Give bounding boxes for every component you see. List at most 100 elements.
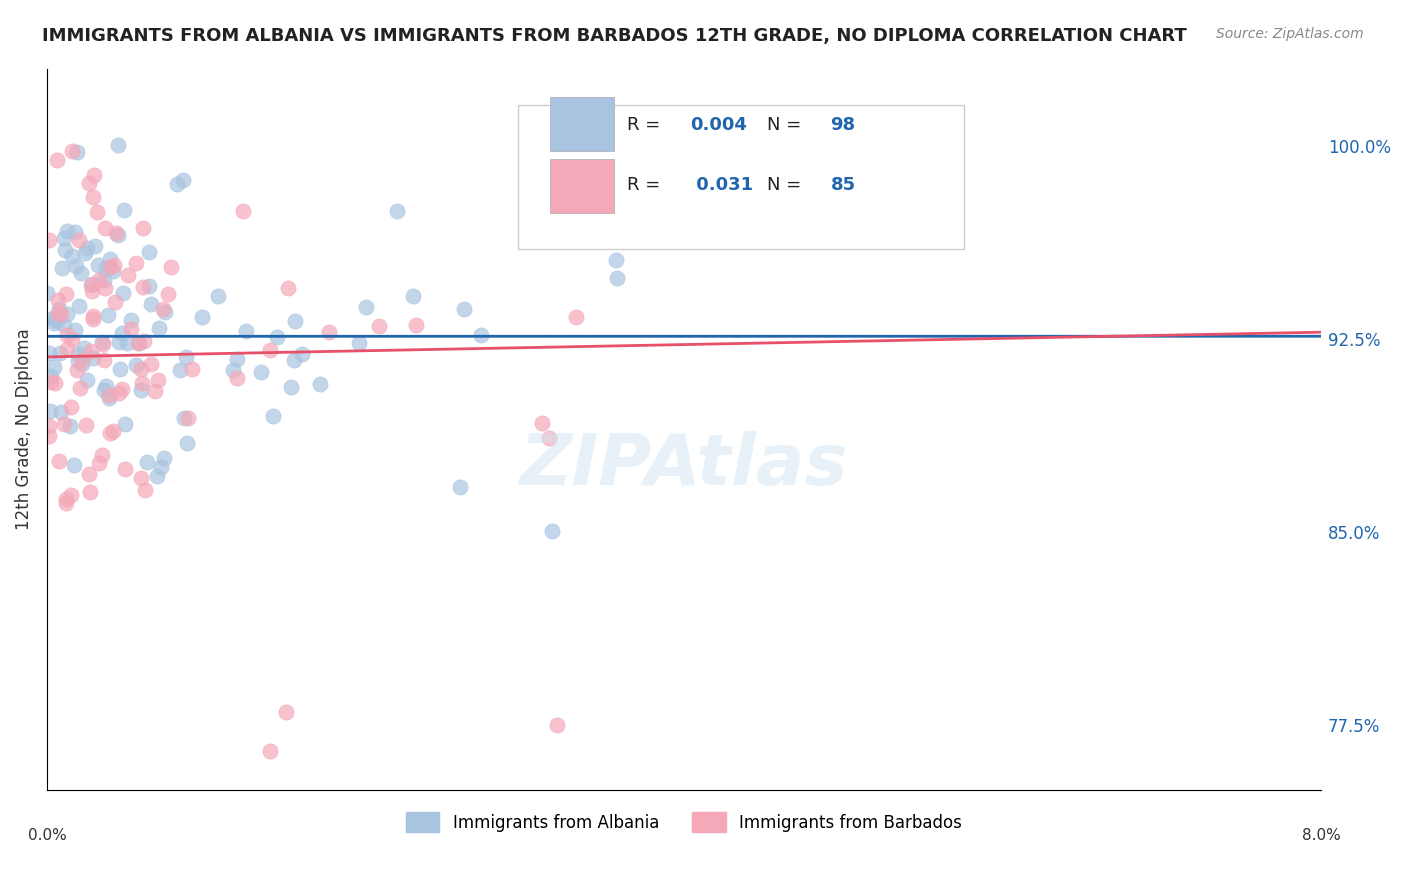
Point: [65, 259, 87, 273]
Point: [70, 353, 93, 368]
Point: [94, 280, 117, 294]
Point: [80, 343, 103, 358]
Point: [274, 706, 297, 720]
FancyBboxPatch shape: [519, 104, 965, 249]
Point: [76, 241, 98, 255]
Point: [55, 496, 77, 510]
Point: [149, 460, 172, 475]
Point: [94, 260, 117, 275]
Point: [59, 488, 82, 502]
Point: [82, 310, 104, 324]
Point: [259, 744, 281, 758]
Point: [46, 306, 69, 320]
Point: [134, 334, 156, 348]
Point: [38, 346, 60, 360]
Y-axis label: 12th Grade, No Diploma: 12th Grade, No Diploma: [15, 328, 32, 530]
Point: [153, 451, 176, 466]
Point: [134, 483, 156, 497]
Point: [139, 296, 162, 310]
Point: [98, 392, 121, 406]
Point: [49, 307, 72, 321]
Point: [605, 253, 627, 268]
Point: [73, 341, 96, 355]
Point: [108, 334, 131, 349]
Point: [152, 301, 174, 316]
Text: 98: 98: [831, 116, 856, 134]
Text: N =: N =: [766, 116, 807, 134]
Point: [405, 318, 427, 332]
Point: [132, 220, 155, 235]
Point: [49, 346, 72, 360]
Point: [91, 448, 114, 462]
Point: [55, 286, 77, 301]
Point: [107, 138, 129, 153]
FancyBboxPatch shape: [550, 97, 614, 152]
Point: [155, 305, 177, 319]
Point: [67, 299, 90, 313]
Point: [606, 271, 628, 285]
Point: [124, 256, 146, 270]
Point: [69, 381, 91, 395]
Text: 8.0%: 8.0%: [1302, 828, 1340, 843]
Point: [531, 416, 554, 430]
Point: [77, 467, 100, 481]
Point: [565, 310, 588, 324]
Point: [125, 358, 148, 372]
Point: [37, 286, 59, 301]
Point: [354, 300, 377, 314]
Point: [367, 318, 389, 333]
Point: [90, 334, 112, 349]
Point: [129, 470, 152, 484]
Point: [235, 324, 257, 338]
Point: [75, 245, 97, 260]
Point: [349, 335, 371, 350]
Point: [52, 231, 75, 245]
Point: [120, 313, 142, 327]
Text: 85: 85: [831, 177, 856, 194]
Point: [53, 417, 76, 432]
Point: [284, 314, 307, 328]
Text: 0.0%: 0.0%: [28, 828, 66, 843]
Text: 0.031: 0.031: [690, 177, 754, 194]
Point: [453, 302, 475, 317]
Point: [174, 351, 197, 365]
Point: [139, 357, 162, 371]
Point: [173, 410, 195, 425]
Point: [148, 321, 170, 335]
Point: [226, 352, 249, 367]
Point: [181, 362, 204, 376]
Point: [55, 491, 77, 506]
Point: [108, 362, 131, 376]
Point: [98, 252, 121, 267]
Point: [169, 363, 191, 377]
Point: [67, 233, 90, 247]
Point: [87, 272, 110, 286]
Point: [59, 419, 82, 434]
Point: [53, 318, 76, 332]
Point: [135, 455, 157, 469]
Point: [89, 456, 111, 470]
Point: [449, 480, 471, 494]
Text: IMMIGRANTS FROM ALBANIA VS IMMIGRANTS FROM BARBADOS 12TH GRADE, NO DIPLOMA CORRE: IMMIGRANTS FROM ALBANIA VS IMMIGRANTS FR…: [42, 27, 1187, 45]
Point: [76, 373, 98, 387]
Text: ZIPAtlas: ZIPAtlas: [520, 431, 848, 500]
Point: [101, 264, 124, 278]
Point: [38, 233, 60, 247]
Point: [250, 365, 273, 379]
Point: [156, 286, 179, 301]
Point: [66, 145, 89, 159]
Point: [39, 404, 62, 418]
Point: [48, 454, 70, 468]
Point: [97, 388, 120, 402]
Point: [53, 243, 76, 257]
Point: [56, 223, 79, 237]
Point: [112, 286, 135, 301]
Point: [107, 227, 129, 242]
Point: [93, 353, 115, 368]
Point: [66, 363, 89, 377]
Point: [112, 202, 135, 217]
Point: [45, 314, 67, 328]
Point: [60, 400, 83, 414]
Point: [114, 462, 136, 476]
Point: [131, 376, 153, 391]
